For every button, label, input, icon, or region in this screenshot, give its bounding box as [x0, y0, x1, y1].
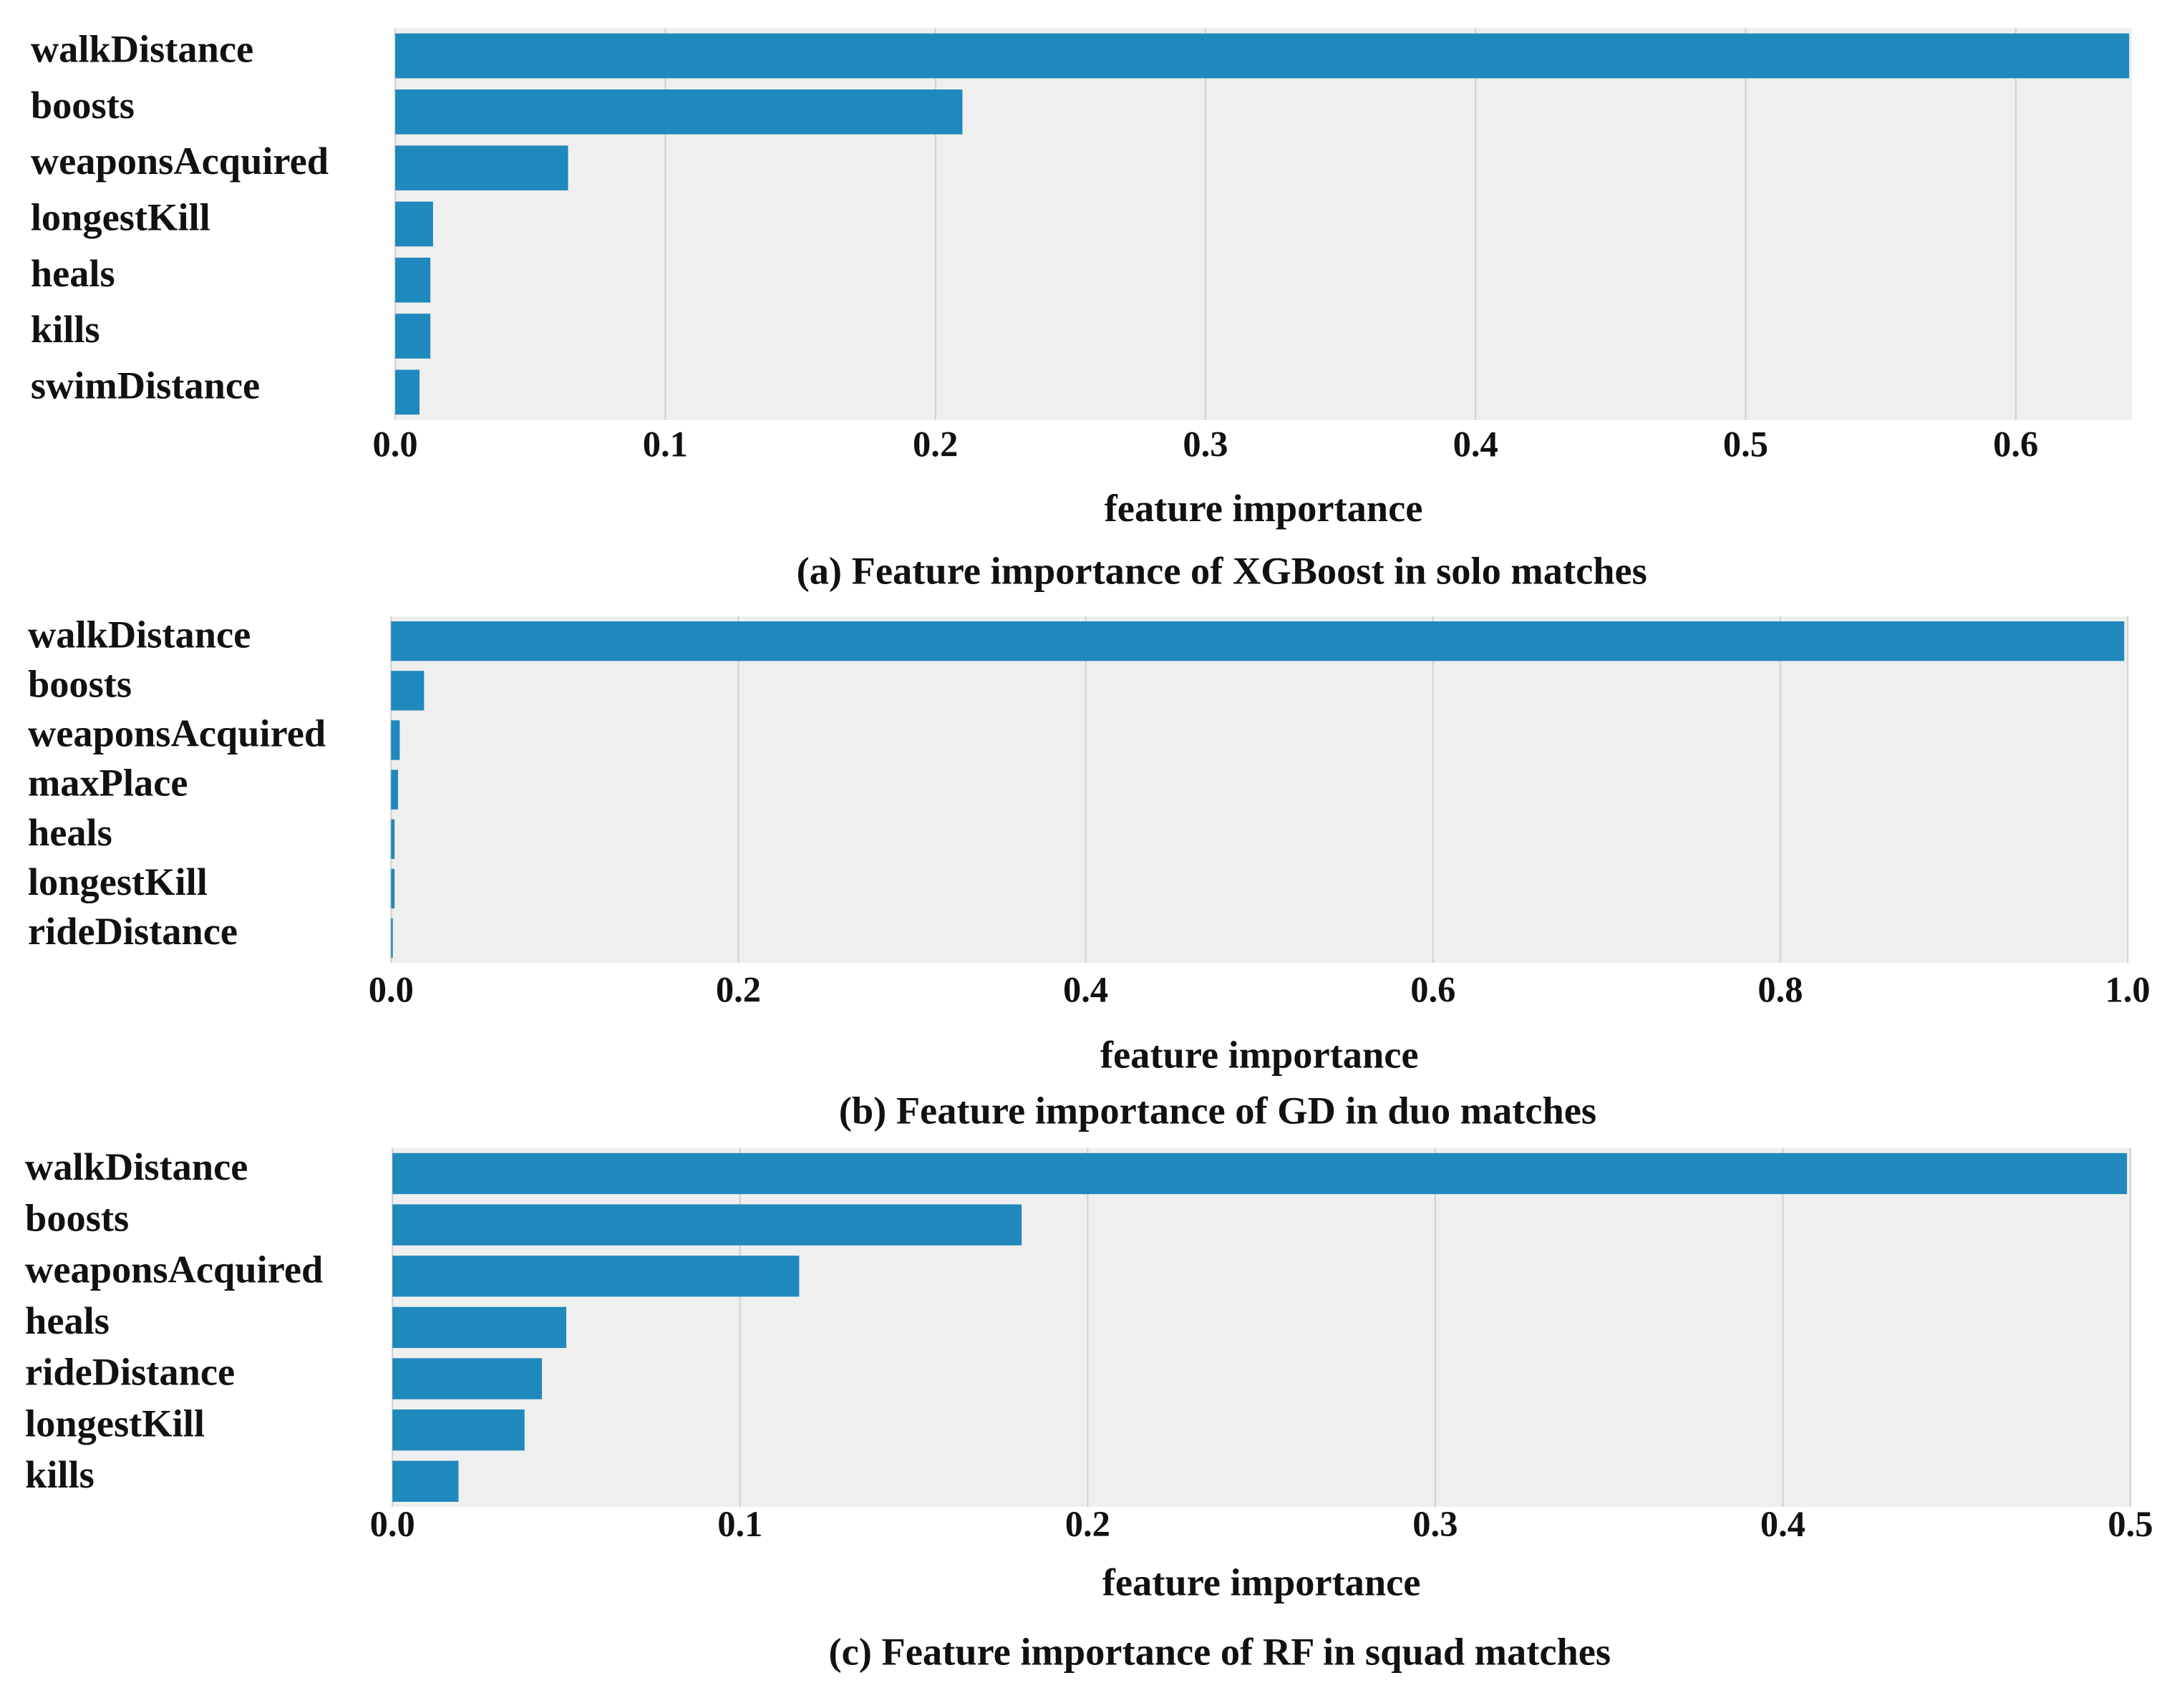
x-axis-label: feature importance — [1102, 1561, 1421, 1603]
x-tick-label: 0.2 — [716, 969, 761, 1009]
caption: (c) Feature importance of RF in squad ma… — [829, 1631, 1611, 1674]
x-tick-label: 0.4 — [1760, 1504, 1805, 1544]
bar — [391, 621, 2125, 661]
category-label: boosts — [25, 1197, 129, 1240]
plot-background — [392, 1147, 2131, 1508]
category-label: kills — [25, 1453, 94, 1496]
bar — [392, 1153, 2128, 1195]
category-label: heals — [25, 1299, 110, 1342]
bar — [392, 1409, 525, 1451]
bar — [395, 89, 963, 135]
bar — [391, 868, 395, 909]
category-label: swimDistance — [31, 364, 260, 407]
bar — [391, 770, 398, 810]
x-tick-label: 0.0 — [373, 424, 418, 464]
x-tick-label: 0.2 — [913, 424, 958, 464]
plot-background — [391, 616, 2128, 964]
bar — [395, 314, 431, 359]
bar — [395, 257, 431, 303]
bar — [395, 145, 568, 190]
category-label: weaponsAcquired — [28, 712, 326, 755]
caption: (a) Feature importance of XGBoost in sol… — [797, 549, 1647, 592]
x-tick-label: 0.1 — [717, 1504, 762, 1544]
x-tick-label: 0.6 — [1993, 424, 2038, 464]
x-tick-label: 0.8 — [1757, 969, 1803, 1009]
category-label: walkDistance — [28, 613, 251, 656]
bar — [395, 33, 2130, 79]
plot-background — [395, 27, 2132, 421]
x-tick-label: 0.0 — [369, 969, 414, 1009]
category-label: walkDistance — [25, 1145, 248, 1188]
bar — [392, 1358, 543, 1399]
bar — [391, 819, 395, 859]
x-tick-label: 1.0 — [2105, 969, 2151, 1009]
caption: (b) Feature importance of GD in duo matc… — [839, 1089, 1596, 1132]
category-label: longestKill — [31, 196, 210, 239]
category-label: heals — [31, 252, 115, 295]
category-label: rideDistance — [25, 1351, 235, 1394]
x-tick-label: 0.0 — [370, 1504, 415, 1544]
category-label: heals — [28, 811, 112, 854]
category-label: longestKill — [25, 1402, 205, 1445]
bar — [391, 918, 393, 959]
x-tick-label: 0.2 — [1065, 1504, 1110, 1544]
bar — [395, 201, 433, 247]
bar — [391, 720, 400, 760]
x-tick-label: 0.3 — [1183, 424, 1228, 464]
bar — [392, 1256, 800, 1297]
x-axis-label: feature importance — [1105, 487, 1423, 530]
bar — [395, 369, 420, 415]
category-label: rideDistance — [28, 910, 238, 953]
x-tick-label: 0.3 — [1412, 1504, 1458, 1544]
bar — [391, 671, 425, 711]
bar — [392, 1204, 1022, 1246]
x-tick-label: 0.5 — [2108, 1504, 2153, 1544]
x-tick-label: 0.4 — [1453, 424, 1498, 464]
category-label: maxPlace — [28, 762, 188, 805]
category-label: walkDistance — [31, 28, 253, 71]
x-tick-label: 0.6 — [1410, 969, 1455, 1009]
x-tick-label: 0.1 — [643, 424, 688, 464]
category-label: boosts — [31, 84, 135, 127]
category-label: kills — [31, 308, 100, 351]
category-label: boosts — [28, 662, 132, 705]
category-label: weaponsAcquired — [25, 1248, 323, 1291]
bar — [392, 1460, 459, 1502]
category-label: weaponsAcquired — [31, 140, 329, 183]
x-axis-label: feature importance — [1100, 1034, 1419, 1077]
bar — [392, 1306, 566, 1349]
x-tick-label: 0.5 — [1723, 424, 1768, 464]
category-label: longestKill — [28, 860, 208, 903]
x-tick-label: 0.4 — [1063, 969, 1108, 1009]
